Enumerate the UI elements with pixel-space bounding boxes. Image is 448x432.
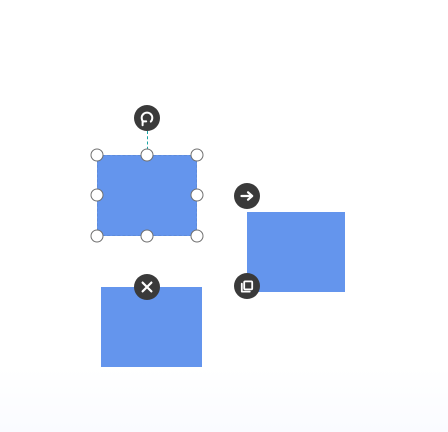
resize-handle-top-left[interactable]	[90, 148, 104, 162]
resize-handle-bottom-right[interactable]	[190, 229, 204, 243]
duplicate-button[interactable]	[234, 273, 260, 299]
rectangle-bottom[interactable]	[101, 287, 202, 367]
close-icon	[141, 281, 153, 293]
resize-handle-top-right[interactable]	[190, 148, 204, 162]
resize-handle-right[interactable]	[190, 188, 204, 202]
resize-handle-bottom[interactable]	[140, 229, 154, 243]
resize-handle-left[interactable]	[90, 188, 104, 202]
delete-button[interactable]	[134, 274, 160, 300]
link-button[interactable]	[234, 183, 260, 209]
resize-handle-top[interactable]	[140, 148, 154, 162]
resize-handle-bottom-left[interactable]	[90, 229, 104, 243]
rotate-icon	[140, 111, 154, 127]
copy-icon	[240, 280, 254, 293]
selected-rectangle[interactable]	[97, 155, 197, 236]
arrow-right-icon	[240, 191, 254, 201]
rotate-button[interactable]	[134, 105, 160, 131]
rotate-connector-line	[147, 131, 148, 155]
rectangle-right[interactable]	[247, 212, 345, 292]
